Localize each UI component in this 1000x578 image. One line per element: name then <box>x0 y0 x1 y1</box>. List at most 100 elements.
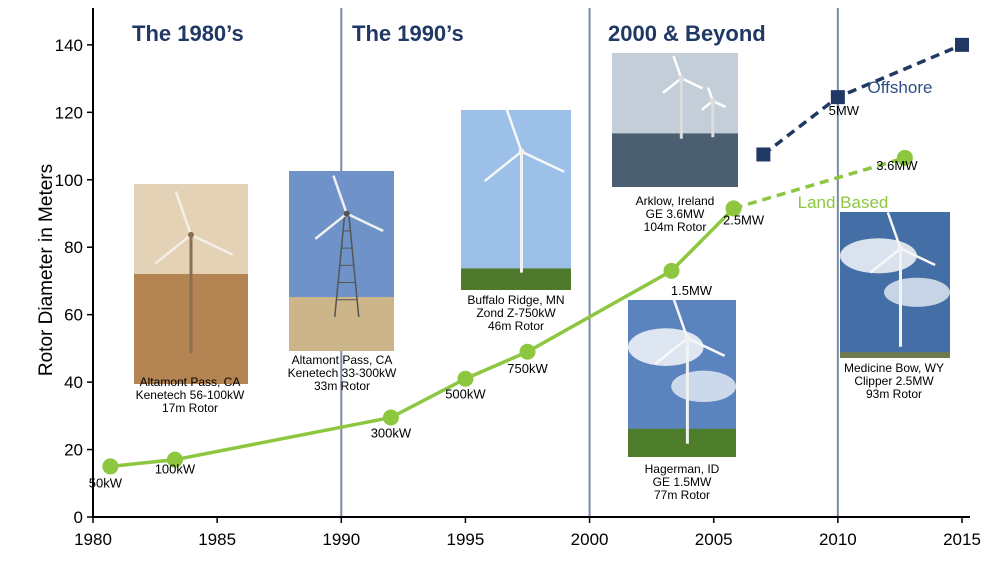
era-dividers <box>340 8 839 517</box>
turbine-blade <box>869 247 902 274</box>
data-point <box>457 370 474 387</box>
x-tick-label: 2005 <box>695 530 733 549</box>
caption-line: 17m Rotor <box>162 401 218 415</box>
turbine-blade <box>662 77 683 94</box>
data-label: 500kW <box>445 387 486 402</box>
turbine-blade <box>680 77 704 90</box>
turbine-hub <box>678 75 685 82</box>
caption-line: Clipper 2.5MW <box>854 374 934 388</box>
turbine-blade <box>314 212 348 240</box>
photo-ground <box>461 268 571 290</box>
turbine-blade <box>686 337 726 357</box>
turbine-blade <box>654 337 689 365</box>
turbine-photo <box>461 106 571 290</box>
caption-line: Kenetech 56-100kW <box>136 388 245 402</box>
data-label: 300kW <box>371 426 412 441</box>
caption-line: 93m Rotor <box>866 387 922 401</box>
turbine-hub <box>897 245 904 252</box>
turbine-blade <box>346 212 384 233</box>
turbine-blade <box>899 247 936 267</box>
caption-line: Kenetech 33-300kW <box>288 366 397 380</box>
turbine-photo <box>289 171 394 351</box>
y-tick-label: 20 <box>64 441 83 460</box>
turbine-hub <box>343 210 350 217</box>
photo-caption: Hagerman, ID GE 1.5MW 77m Rotor <box>645 462 720 502</box>
data-label: 1.5MW <box>671 283 713 298</box>
data-point <box>830 90 845 105</box>
data-label: 5MW <box>829 103 860 118</box>
turbine-photo <box>628 298 736 457</box>
photo-caption: Medicine Bow, WY Clipper 2.5MW 93m Rotor <box>844 361 944 401</box>
turbine-blade <box>483 150 523 183</box>
caption-line: Arklow, Ireland <box>636 194 715 208</box>
series: 50kW 100kW 300kW 500kW 750kW 1.5MW 2.5MW 3.6MW L… <box>89 37 969 490</box>
data-label: 2.5MW <box>723 212 765 227</box>
photo-ground <box>612 133 738 187</box>
data-point <box>519 343 536 360</box>
era-label: 2000 & Beyond <box>608 21 766 46</box>
series-offshore: 5MW Offshore <box>756 37 969 162</box>
y-tick-label: 120 <box>55 103 83 122</box>
caption-line: Buffalo Ridge, MN <box>467 293 564 307</box>
caption-line: GE 3.6MW <box>646 207 705 221</box>
photo-caption: Arklow, Ireland GE 3.6MW 104m Rotor <box>636 194 715 234</box>
photo-caption: Buffalo Ridge, MN Zond Z-750kW 46m Rotor <box>467 293 564 333</box>
photo-ground <box>840 352 950 358</box>
data-label: 750kW <box>507 361 548 376</box>
turbine-blade <box>886 211 902 249</box>
photo-caption: Altamont Pass, CA Kenetech 33-300kW 33m Ro… <box>288 353 397 393</box>
caption-line: GE 1.5MW <box>653 475 712 489</box>
photo-ground <box>289 297 394 351</box>
data-label: 100kW <box>155 462 196 477</box>
turbine-photo <box>134 184 248 384</box>
data-label: 3.6MW <box>876 158 918 173</box>
caption-line: Altamont Pass, CA <box>292 353 393 367</box>
caption-line: 46m Rotor <box>488 319 544 333</box>
era-label: The 1980’s <box>132 21 244 46</box>
caption-line: Medicine Bow, WY <box>844 361 944 375</box>
series-label: Offshore <box>868 78 933 97</box>
x-tick-label: 1995 <box>447 530 485 549</box>
photo-cloud <box>840 238 917 274</box>
photo-cloud <box>884 277 950 307</box>
turbine-photo <box>612 53 738 187</box>
era-label: The 1990’s <box>352 21 464 46</box>
data-point <box>756 147 771 162</box>
data-point <box>663 262 680 279</box>
data-point <box>725 200 742 217</box>
y-tick-label: 140 <box>55 36 83 55</box>
data-point <box>102 458 119 475</box>
turbine-blade <box>520 150 565 173</box>
photo-cloud <box>628 328 704 366</box>
x-tick-label: 2015 <box>943 530 981 549</box>
axes: 0 20 40 60 80 100 120 140 1980 1985 1990 1995 2000 20… <box>55 8 981 549</box>
turbine-blade <box>672 298 689 339</box>
turbine-hub <box>188 231 194 238</box>
y-tick-label: 80 <box>64 238 83 257</box>
data-point <box>896 149 913 166</box>
caption-line: Altamont Pass, CA <box>140 375 241 389</box>
data-point <box>955 37 969 52</box>
y-tick-label: 100 <box>55 171 83 190</box>
photo-sky <box>461 110 571 290</box>
x-tick-label: 2000 <box>571 530 609 549</box>
turbine-photos <box>134 53 950 457</box>
turbine-photo <box>840 211 950 358</box>
caption-line: Hagerman, ID <box>645 462 720 476</box>
series-line-dashed <box>762 43 963 156</box>
turbine-blade <box>504 106 523 152</box>
turbine-blade <box>154 233 192 265</box>
turbine-blade <box>672 55 683 79</box>
turbine-hub <box>518 148 525 155</box>
photo-caption: Altamont Pass, CA Kenetech 56-100kW 17m Ro… <box>136 375 245 415</box>
y-axis-label: Rotor Diameter in Meters <box>36 164 57 376</box>
photo-ground <box>628 428 736 457</box>
data-point <box>382 409 399 426</box>
y-tick-label: 40 <box>64 373 83 392</box>
photo-cloud <box>671 370 736 403</box>
y-tick-label: 60 <box>64 306 83 325</box>
data-point <box>166 451 183 468</box>
x-tick-label: 1980 <box>74 530 112 549</box>
x-tick-label: 2010 <box>819 530 857 549</box>
